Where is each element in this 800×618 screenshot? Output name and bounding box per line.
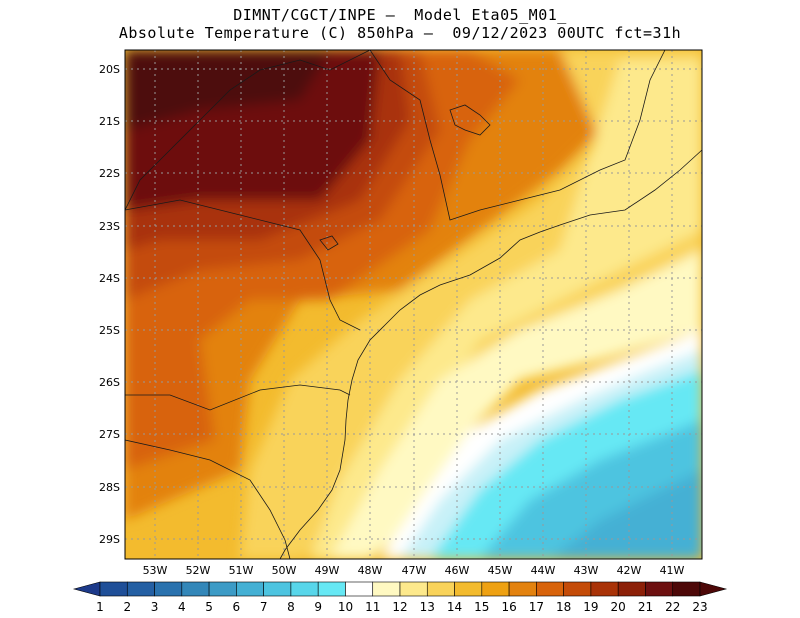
colorbar-segment [563,581,592,597]
colorbar-label: 14 [447,600,462,614]
colorbar-segment [154,581,183,597]
lat-label: 24S [99,272,120,285]
lon-label: 44W [531,564,556,577]
colorbar-label: 9 [314,600,322,614]
colorbar-label: 15 [474,600,489,614]
lon-label: 48W [358,564,383,577]
colorbar-label: 13 [420,600,435,614]
colorbar-label: 21 [638,600,653,614]
lon-label: 45W [488,564,513,577]
colorbar-segment [645,581,674,597]
lon-label: 43W [574,564,599,577]
colorbar-label: 22 [665,600,680,614]
colorbar-label: 3 [151,600,159,614]
colorbar-segment [236,581,264,597]
colorbar-segment [317,581,346,597]
colorbar-segment [399,581,428,597]
lat-label: 21S [99,115,120,128]
state-border-mg [369,50,666,221]
coastline [279,149,702,559]
lat-label: 20S [99,63,120,76]
colorbar-label: 20 [611,600,626,614]
map-gridlines [125,50,702,559]
colorbar-segment [372,581,401,597]
colorbar-segment [672,581,701,597]
colorbar-label: 11 [365,600,380,614]
lon-label: 50W [272,564,297,577]
colorbar-segment [454,581,483,597]
longitude-axis: 53W 52W 51W 50W 49W 48W 47W 46W 45W 44W … [143,564,685,577]
reservoir [449,104,491,136]
colorbar-segment [126,581,155,597]
lon-label: 47W [402,564,427,577]
colorbar-label: 2 [123,600,131,614]
lat-label: 23S [99,220,120,233]
colorbar-label: 10 [338,600,353,614]
colorbar-segment [208,581,237,597]
lat-label: 28S [99,481,120,494]
lat-label: 25S [99,324,120,337]
temperature-field [125,50,702,559]
colorbar-label: 19 [583,600,598,614]
colorbar-segment [508,581,537,597]
lon-label: 51W [229,564,254,577]
latitude-axis: 20S 21S 22S 23S 24S 25S 26S 27S 28S 29S [99,63,120,546]
state-border-ms [125,50,371,211]
state-border-pr [125,384,351,411]
colorbar-label: 12 [392,600,407,614]
lon-label: 41W [660,564,685,577]
colorbar-segment [617,581,646,597]
lat-label: 29S [99,533,120,546]
colorbar-segment [263,581,292,597]
colorbar-label: 16 [501,600,516,614]
state-border-sp [125,199,361,331]
colorbar-label: 8 [287,600,295,614]
colorbar-label: 23 [692,600,707,614]
lon-label: 52W [186,564,211,577]
colorbar-label: 7 [260,600,268,614]
colorbar-segment [590,581,619,597]
colorbar-label: 18 [556,600,571,614]
lon-label: 46W [445,564,470,577]
colorbar-high-arrow [699,581,728,597]
colorbar-segment [99,581,128,597]
map-frame [124,49,703,560]
colorbar-segment [345,581,374,597]
colorbar-segment [181,581,210,597]
reservoir-2 [319,235,339,251]
colorbar-segment [290,581,319,597]
colorbar-label: 6 [233,600,241,614]
colorbar-label: 17 [529,600,544,614]
lon-label: 49W [315,564,340,577]
colorbar-label: 1 [96,600,104,614]
borders [125,50,702,559]
lat-label: 26S [99,376,120,389]
state-border-sc [125,439,291,559]
lat-label: 27S [99,428,120,441]
chart-title-line1: DIMNT/CGCT/INPE – Model Eta05_M01_ [233,6,567,24]
lon-label: 53W [143,564,168,577]
colorbar-label: 5 [205,600,213,614]
colorbar-low-arrow [72,581,101,597]
chart-title-line2: Absolute Temperature (C) 850hPa – 09/12/… [118,24,682,42]
colorbar-label: 4 [178,600,186,614]
colorbar-segment [536,581,564,597]
lon-label: 42W [617,564,642,577]
colorbar-segment [481,581,510,597]
colorbar: 1 2 3 4 5 6 7 8 9 10 11 12 13 14 15 16 17 18 19 20 21 22 23 [72,581,728,614]
colorbar-segment [426,581,455,597]
lat-label: 22S [99,167,120,180]
